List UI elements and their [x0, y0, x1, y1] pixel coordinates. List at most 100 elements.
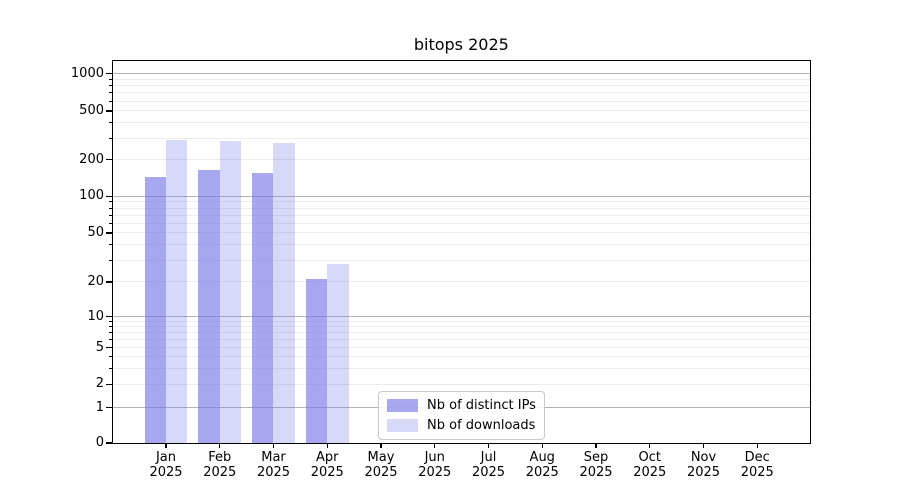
- plot-area: [112, 61, 810, 443]
- x-label-year: 2025: [579, 465, 613, 480]
- x-tick-9: [649, 443, 651, 449]
- y-tick-1000: [106, 72, 113, 75]
- y-tick-label-200: 200: [79, 151, 104, 167]
- gridline-minor-70: [112, 214, 810, 216]
- legend-item-distinct-ips: Nb of distinct IPs: [387, 397, 536, 414]
- gridline-minor-5: [112, 347, 810, 349]
- legend-swatch-distinct-ips: [387, 398, 418, 412]
- x-tick-10: [702, 443, 705, 449]
- y-tick-label-20: 20: [87, 274, 104, 289]
- y-minor-tick-30: [109, 259, 113, 261]
- y-tick-0: [106, 442, 113, 444]
- y-tick-500: [106, 110, 113, 112]
- y-minor-tick-4: [109, 356, 113, 358]
- y-minor-tick-3: [109, 367, 113, 369]
- legend-label-downloads: Nb of downloads: [427, 417, 536, 433]
- x-label-year: 2025: [740, 465, 774, 480]
- gridline-minor-9: [112, 320, 810, 322]
- y-minor-tick-60: [109, 222, 113, 224]
- y-tick-200: [106, 159, 113, 161]
- x-tick-label-3: Apr 2025: [295, 450, 359, 481]
- bar-ips-apr: [305, 279, 328, 443]
- x-label-month: Mar: [261, 449, 286, 465]
- gridline-minor-900: [112, 78, 810, 80]
- y-minor-tick-90: [109, 201, 113, 203]
- x-label-month: Feb: [208, 449, 232, 465]
- y-tick-20: [106, 281, 113, 283]
- x-tick-7: [541, 443, 543, 449]
- bar-downloads-mar: [273, 143, 295, 443]
- y-minor-tick-70: [109, 214, 113, 216]
- gridline-minor-30: [112, 259, 810, 261]
- gridline-minor-700: [112, 92, 810, 94]
- legend: Nb of distinct IPs Nb of downloads: [378, 390, 545, 440]
- y-minor-tick-400: [109, 122, 113, 124]
- y-minor-tick-9: [109, 320, 113, 322]
- gridline-minor-20: [112, 281, 810, 283]
- x-tick-label-11: Dec 2025: [725, 450, 789, 481]
- gridline-minor-50: [112, 232, 810, 234]
- gridline-minor-7: [112, 332, 810, 334]
- y-tick-label-5: 5: [95, 339, 104, 355]
- gridline-major-100: [112, 195, 810, 197]
- gridline-minor-800: [112, 85, 810, 87]
- gridline-minor-90: [112, 201, 810, 203]
- gridline-minor-6: [112, 339, 810, 341]
- y-minor-tick-40: [109, 244, 113, 246]
- gridline-minor-8: [112, 326, 810, 328]
- gridline-minor-4: [112, 356, 810, 358]
- x-label-year: 2025: [364, 465, 398, 480]
- y-tick-label-100: 100: [79, 188, 104, 204]
- gridline-minor-500: [112, 110, 810, 112]
- x-tick-label-0: Jan 2025: [134, 450, 198, 481]
- y-minor-tick-6: [109, 339, 113, 341]
- x-tick-4: [380, 443, 382, 449]
- x-label-month: Aug: [529, 449, 555, 465]
- gridline-major-1000: [112, 72, 810, 74]
- x-tick-0: [165, 443, 167, 449]
- y-tick-1: [106, 407, 113, 409]
- x-label-month: Jan: [155, 449, 177, 465]
- x-label-month: Sep: [583, 449, 609, 465]
- x-tick-label-1: Feb 2025: [188, 450, 252, 481]
- y-minor-tick-80: [109, 207, 113, 209]
- y-tick-label-500: 500: [79, 103, 104, 118]
- y-minor-tick-300: [109, 137, 113, 139]
- y-minor-tick-7: [109, 332, 113, 334]
- x-tick-label-2: Mar 2025: [242, 450, 306, 481]
- y-tick-50: [106, 232, 113, 234]
- y-tick-label-1000: 1000: [70, 65, 104, 81]
- gridline-minor-60: [112, 222, 810, 224]
- x-tick-8: [595, 443, 597, 449]
- x-tick-6: [487, 443, 490, 449]
- chart-title: bitops 2025: [413, 35, 509, 54]
- legend-label-distinct-ips: Nb of distinct IPs: [427, 397, 536, 413]
- x-label-month: Oct: [638, 449, 661, 465]
- x-tick-label-6: Jul 2025: [457, 450, 521, 481]
- x-label-year: 2025: [418, 465, 452, 480]
- y-minor-tick-8: [109, 326, 113, 328]
- x-label-year: 2025: [310, 465, 344, 480]
- gridline-minor-600: [112, 100, 810, 102]
- x-label-month: Dec: [744, 449, 770, 465]
- gridline-major-10: [112, 316, 810, 318]
- x-label-year: 2025: [471, 465, 506, 480]
- bar-downloads-apr: [327, 263, 349, 443]
- bar-ips-jan: [144, 177, 166, 443]
- y-tick-label-2: 2: [95, 376, 104, 392]
- y-tick-label-0: 0: [95, 435, 104, 450]
- y-tick-100: [106, 195, 113, 197]
- bar-ips-mar: [252, 173, 274, 443]
- y-minor-tick-900: [109, 78, 113, 80]
- x-tick-label-8: Sep 2025: [564, 450, 628, 481]
- y-minor-tick-600: [109, 100, 113, 102]
- bar-downloads-feb: [219, 141, 242, 443]
- x-label-year: 2025: [203, 465, 237, 480]
- gridline-minor-80: [112, 207, 810, 209]
- bar-downloads-jan: [165, 139, 188, 443]
- y-minor-tick-800: [109, 85, 113, 87]
- y-tick-10: [106, 316, 113, 318]
- x-tick-3: [326, 443, 328, 449]
- y-tick-label-10: 10: [87, 308, 104, 324]
